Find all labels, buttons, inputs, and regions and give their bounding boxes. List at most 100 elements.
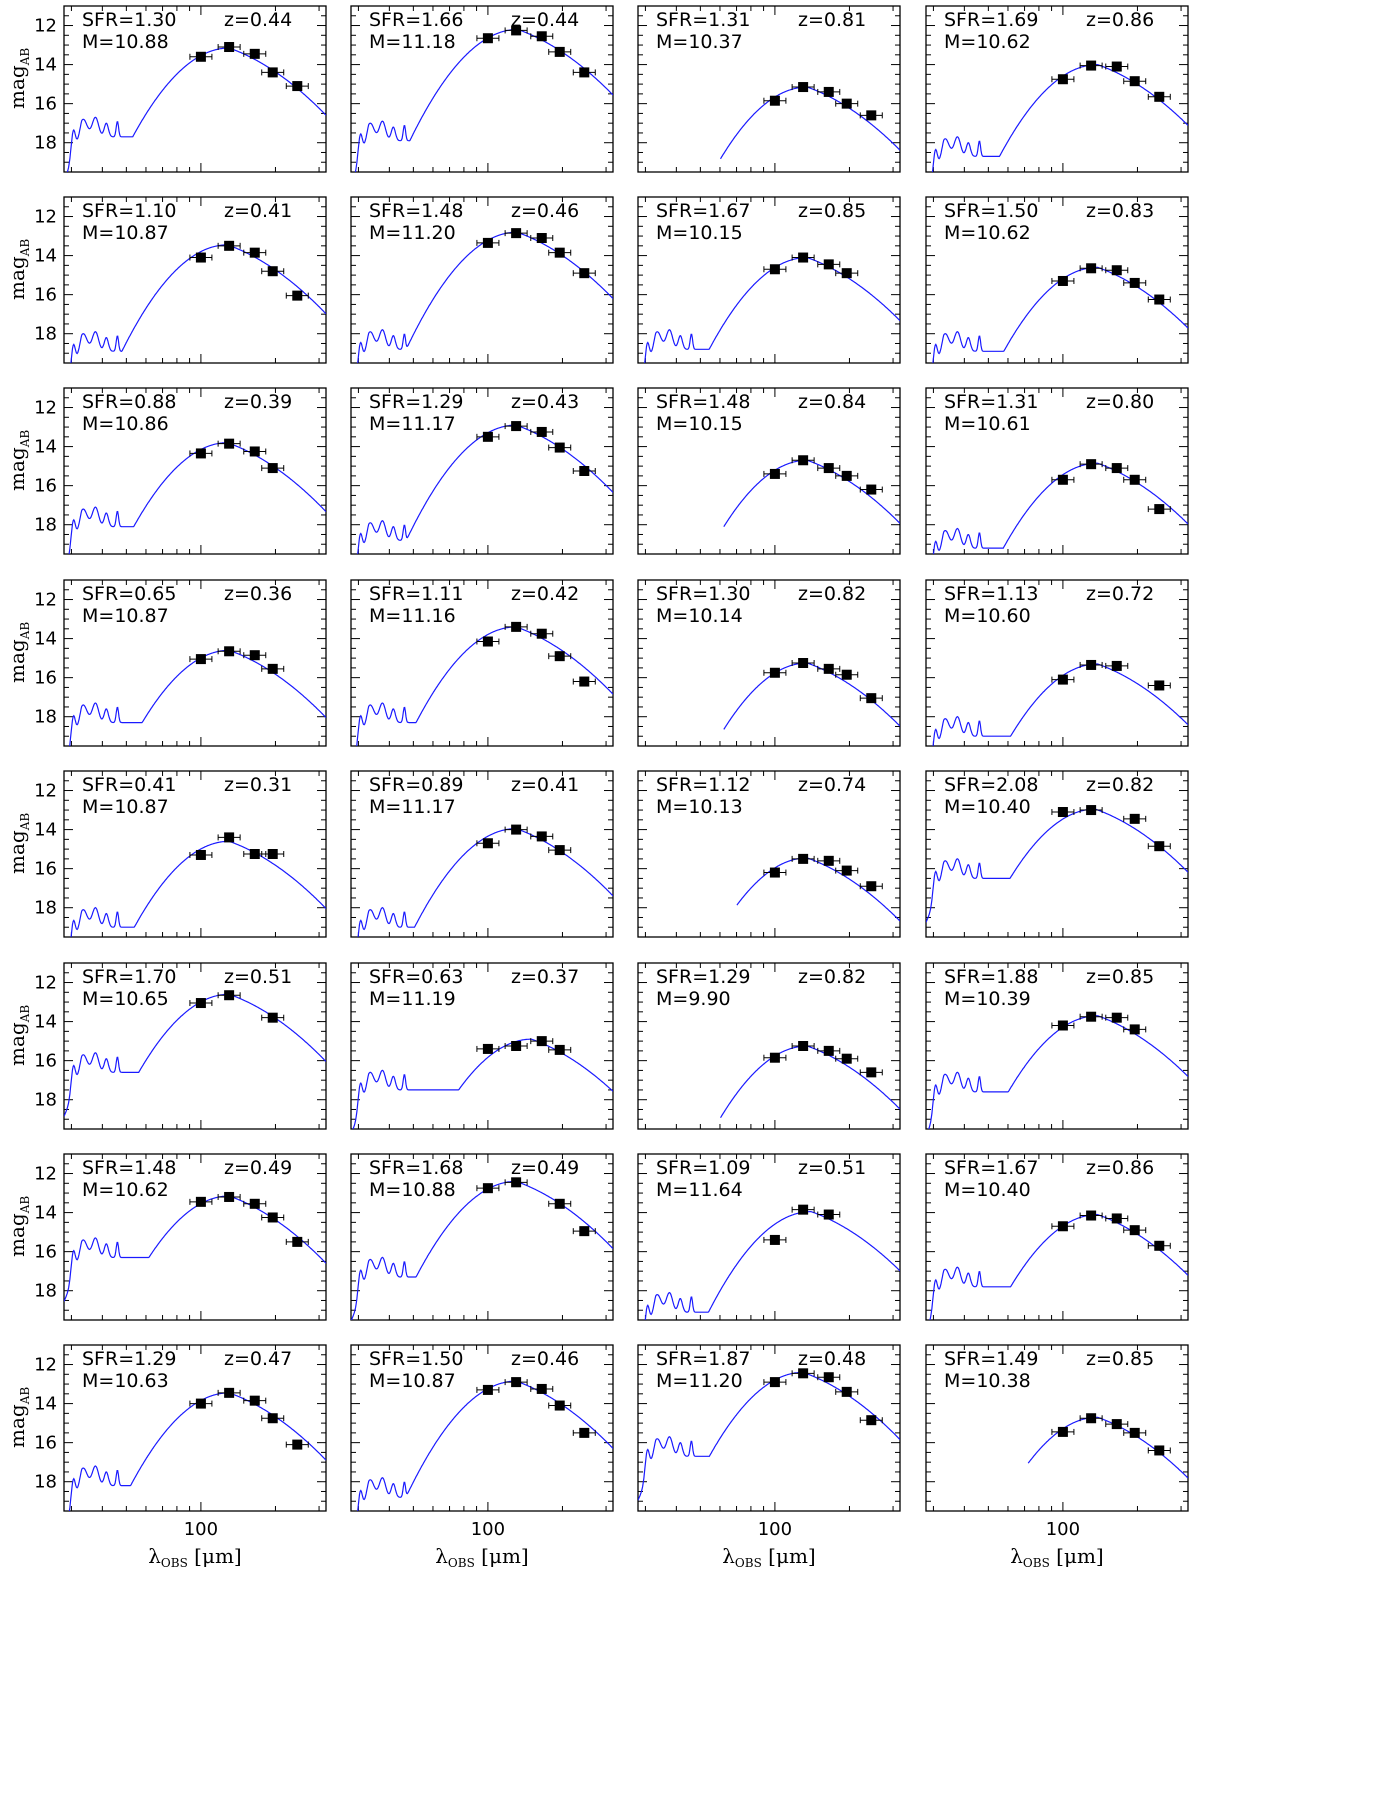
- data-point: [1086, 60, 1097, 71]
- sed-panel: SFR=1.66 z=0.44 M=11.18: [350, 5, 614, 173]
- panel-frame: [925, 770, 1189, 938]
- model-sed-curve: [736, 857, 900, 922]
- sed-panel: SFR=1.69 z=0.86 M=10.62: [925, 5, 1189, 173]
- panel-frame: [637, 1344, 901, 1512]
- data-point: [267, 663, 278, 674]
- data-point: [1154, 91, 1165, 102]
- mass-label: M=10.63: [82, 1370, 169, 1392]
- data-point: [195, 252, 206, 263]
- data-point: [249, 446, 260, 457]
- y-tick-label: 16: [34, 94, 57, 115]
- sed-panel: SFR=1.31 z=0.81 M=10.37: [637, 5, 901, 173]
- redshift-label: z=0.41: [511, 774, 579, 796]
- sfr-label: SFR=1.10: [82, 200, 176, 222]
- data-point: [841, 470, 852, 481]
- data-point: [841, 1386, 852, 1397]
- panel-frame: [63, 1344, 327, 1512]
- panel-frame: [637, 579, 901, 747]
- data-point: [823, 663, 834, 674]
- x-tick-label: 100: [471, 1519, 505, 1540]
- x-axis-label: λOBS [μm]: [148, 1544, 242, 1570]
- mass-label: M=10.61: [944, 413, 1031, 435]
- data-point: [511, 228, 522, 239]
- redshift-label: z=0.31: [224, 774, 292, 796]
- data-point: [866, 1415, 877, 1426]
- panel-frame: [925, 387, 1189, 555]
- model-sed-curve: [719, 86, 900, 160]
- sed-panel: 100 λOBS [μm] SFR=1.49 z=0.85 M=10.38: [925, 1344, 1189, 1570]
- sfr-label: SFR=1.70: [82, 966, 176, 988]
- sed-panel: SFR=1.67 z=0.86 M=10.40: [925, 1153, 1189, 1321]
- data-point: [1086, 1413, 1097, 1424]
- y-tick-label: 16: [34, 1242, 57, 1263]
- redshift-label: z=0.39: [224, 391, 292, 413]
- data-point: [866, 484, 877, 495]
- redshift-label: z=0.43: [511, 391, 579, 413]
- y-tick-label: 16: [34, 285, 57, 306]
- y-tick-label: 12: [34, 207, 57, 228]
- model-sed-curve: [357, 424, 613, 554]
- model-sed-curve: [928, 1015, 1188, 1129]
- y-tick-label: 18: [34, 1281, 57, 1302]
- data-point: [1057, 1221, 1068, 1232]
- y-tick-label: 14: [34, 437, 57, 458]
- panel-frame: [63, 770, 327, 938]
- model-sed-curve: [931, 63, 1188, 172]
- sfr-label: SFR=0.41: [82, 774, 176, 796]
- data-point: [1086, 459, 1097, 470]
- panel-frame: [350, 1344, 614, 1512]
- data-point: [1057, 74, 1068, 85]
- y-tick-label: 12: [34, 781, 57, 802]
- data-point: [536, 1036, 547, 1047]
- data-point: [769, 95, 780, 106]
- x-tick-label: 100: [758, 1519, 792, 1540]
- sfr-label: SFR=1.31: [944, 391, 1038, 413]
- data-point: [1086, 659, 1097, 670]
- y-tick-label: 18: [34, 707, 57, 728]
- model-sed-curve: [357, 231, 613, 363]
- y-tick-label: 14: [34, 55, 57, 76]
- redshift-label: z=0.49: [511, 1157, 579, 1179]
- mass-label: M=10.14: [656, 605, 743, 627]
- mass-label: M=11.17: [369, 796, 456, 818]
- data-point: [579, 1226, 590, 1237]
- data-point: [267, 266, 278, 277]
- data-point: [292, 1236, 303, 1247]
- redshift-label: z=0.37: [511, 966, 579, 988]
- sfr-label: SFR=2.08: [944, 774, 1038, 796]
- y-tick-label: 14: [34, 1203, 57, 1224]
- data-point: [769, 867, 780, 878]
- mass-label: M=11.18: [369, 31, 456, 53]
- sfr-label: SFR=0.89: [369, 774, 463, 796]
- y-tick-label: 14: [34, 246, 57, 267]
- y-tick-label: 14: [34, 629, 57, 650]
- model-sed-curve: [932, 266, 1188, 363]
- data-point: [1111, 1419, 1122, 1430]
- data-point: [536, 31, 547, 42]
- sfr-label: SFR=1.49: [944, 1348, 1038, 1370]
- data-point: [1111, 1213, 1122, 1224]
- x-axis-label: λOBS [μm]: [1010, 1544, 1104, 1570]
- data-point: [249, 1198, 260, 1209]
- data-point: [1129, 813, 1140, 824]
- panel-frame: [63, 387, 327, 555]
- y-tick-label: 18: [34, 515, 57, 536]
- data-point: [224, 832, 235, 843]
- data-point: [1129, 474, 1140, 485]
- sfr-label: SFR=1.66: [369, 9, 463, 31]
- panel-frame: [925, 5, 1189, 173]
- data-point: [1129, 1427, 1140, 1438]
- redshift-label: z=0.80: [1086, 391, 1154, 413]
- data-point: [224, 990, 235, 1001]
- redshift-label: z=0.46: [511, 200, 579, 222]
- data-point: [1154, 680, 1165, 691]
- panel-frame: [925, 962, 1189, 1130]
- model-sed-curve: [66, 47, 326, 172]
- sed-panel: 12 14 16 18 magAB SFR=0.65 z=0.36 M=10.87: [5, 579, 327, 747]
- sed-panel: SFR=1.67 z=0.85 M=10.15: [637, 196, 901, 364]
- model-sed-curve: [68, 1392, 326, 1511]
- model-sed-curve: [354, 28, 613, 172]
- model-sed-curve: [69, 649, 326, 746]
- panel-frame: [925, 579, 1189, 747]
- y-tick-label: 16: [34, 1051, 57, 1072]
